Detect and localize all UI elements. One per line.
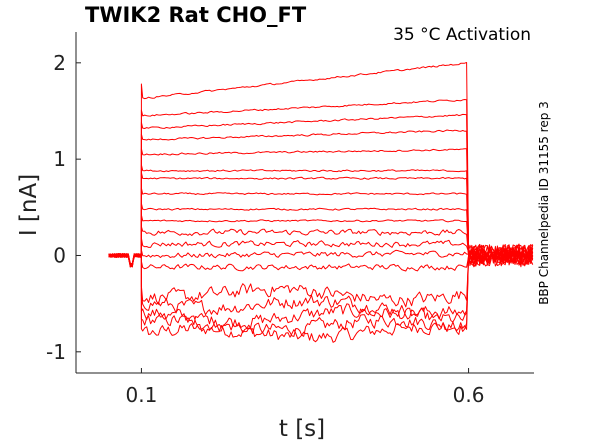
trace-line xyxy=(108,113,534,266)
y-tick-label: -1 xyxy=(46,340,66,364)
trace-line xyxy=(108,237,534,268)
x-ticks: 0.1 0.6 xyxy=(126,368,485,407)
trace-line xyxy=(108,172,534,268)
y-tick-label: 2 xyxy=(53,51,66,75)
chart-subtitle: 35 °C Activation xyxy=(393,25,531,45)
trace-line xyxy=(108,244,534,337)
trace-line xyxy=(108,62,534,267)
chart-title: TWIK2 Rat CHO_FT xyxy=(85,3,307,27)
y-axis-label: I [nA] xyxy=(16,174,42,236)
trace-line xyxy=(108,244,534,308)
trace-line xyxy=(108,214,534,268)
x-tick-label: 0.6 xyxy=(453,383,485,407)
side-label: BBP Channelpedia ID 31155 rep 3 xyxy=(537,101,551,305)
trace-line xyxy=(108,148,534,266)
x-axis-label: t [s] xyxy=(279,416,325,442)
axes xyxy=(75,32,534,374)
trace-line xyxy=(108,129,533,268)
y-ticks: -1 0 1 2 xyxy=(46,51,81,364)
y-tick-label: 1 xyxy=(53,147,66,171)
trace-line xyxy=(108,244,533,272)
trace-line xyxy=(108,246,534,267)
trace-line xyxy=(108,203,534,267)
trace-line xyxy=(108,244,534,343)
x-tick-label: 0.1 xyxy=(126,383,158,407)
trace-line xyxy=(108,226,534,266)
traces xyxy=(108,62,534,343)
trace-line xyxy=(108,187,534,266)
trace-line xyxy=(108,164,534,268)
y-tick-label: 0 xyxy=(53,243,66,267)
trace-line xyxy=(108,99,534,268)
trace-line xyxy=(108,244,534,320)
